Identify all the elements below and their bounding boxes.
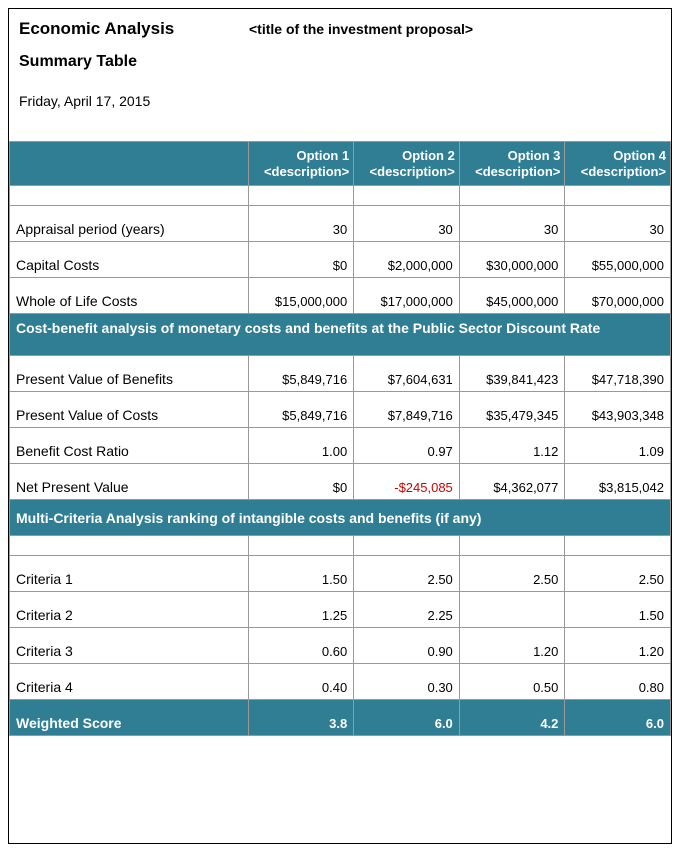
table-row: Benefit Cost Ratio1.000.971.121.09 [10, 428, 671, 464]
header-option-1: Option 1 <description> [248, 142, 354, 186]
cell: $7,849,716 [354, 392, 460, 428]
table-row: Present Value of Costs$5,849,716$7,849,7… [10, 392, 671, 428]
date-label: Friday, April 17, 2015 [19, 93, 661, 109]
proposal-title-placeholder: <title of the investment proposal> [249, 21, 473, 37]
cell: $30,000,000 [459, 242, 565, 278]
cell: 30 [565, 206, 671, 242]
cell: $15,000,000 [248, 278, 354, 314]
cell: 0.97 [354, 428, 460, 464]
cell: $0 [248, 464, 354, 500]
cell: $70,000,000 [565, 278, 671, 314]
cell: $55,000,000 [565, 242, 671, 278]
weighted-cell: 6.0 [354, 700, 460, 736]
cell: 0.80 [565, 664, 671, 700]
header-blank [10, 142, 249, 186]
spacer-row [10, 186, 671, 206]
cell: 30 [459, 206, 565, 242]
table-row: Criteria 40.400.300.500.80 [10, 664, 671, 700]
cell: 1.50 [248, 556, 354, 592]
spacer-row [10, 536, 671, 556]
table-header-row: Option 1 <description> Option 2 <descrip… [10, 142, 671, 186]
section-header: Multi-Criteria Analysis ranking of intan… [10, 500, 671, 536]
cell: 0.30 [354, 664, 460, 700]
cell: 0.50 [459, 664, 565, 700]
cell: 2.50 [459, 556, 565, 592]
row-label: Criteria 1 [10, 556, 249, 592]
row-label: Appraisal period (years) [10, 206, 249, 242]
row-label: Net Present Value [10, 464, 249, 500]
cell: 1.12 [459, 428, 565, 464]
row-label: Whole of Life Costs [10, 278, 249, 314]
row-label: Benefit Cost Ratio [10, 428, 249, 464]
section-header: Cost-benefit analysis of monetary costs … [10, 314, 671, 356]
cell: -$245,085 [354, 464, 460, 500]
page-title: Economic Analysis [19, 19, 249, 39]
row-label: Present Value of Benefits [10, 356, 249, 392]
row-label: Criteria 4 [10, 664, 249, 700]
table-row: Net Present Value$0-$245,085$4,362,077$3… [10, 464, 671, 500]
cell: $5,849,716 [248, 392, 354, 428]
subtitle: Summary Table [19, 53, 661, 71]
header-section: Economic Analysis <title of the investme… [9, 9, 671, 141]
cell: $17,000,000 [354, 278, 460, 314]
cell: 1.09 [565, 428, 671, 464]
weighted-cell: 3.8 [248, 700, 354, 736]
cell: 1.20 [459, 628, 565, 664]
cell: $45,000,000 [459, 278, 565, 314]
header-option-2: Option 2 <description> [354, 142, 460, 186]
cell: 0.60 [248, 628, 354, 664]
table-row: Appraisal period (years)30303030 [10, 206, 671, 242]
page-container: Economic Analysis <title of the investme… [8, 8, 672, 844]
cell: 2.25 [354, 592, 460, 628]
cell: 1.50 [565, 592, 671, 628]
weighted-cell: 4.2 [459, 700, 565, 736]
header-option-3: Option 3 <description> [459, 142, 565, 186]
cell: 30 [354, 206, 460, 242]
table-row: Present Value of Benefits$5,849,716$7,60… [10, 356, 671, 392]
weighted-cell: 6.0 [565, 700, 671, 736]
cell: $4,362,077 [459, 464, 565, 500]
table-row: Criteria 21.252.25 1.50 [10, 592, 671, 628]
table-row: Criteria 11.502.502.502.50 [10, 556, 671, 592]
table-row: Whole of Life Costs$15,000,000$17,000,00… [10, 278, 671, 314]
cell: $5,849,716 [248, 356, 354, 392]
cell: $7,604,631 [354, 356, 460, 392]
header-option-4: Option 4 <description> [565, 142, 671, 186]
cell: 0.40 [248, 664, 354, 700]
row-label: Present Value of Costs [10, 392, 249, 428]
row-label: Capital Costs [10, 242, 249, 278]
cell: 1.00 [248, 428, 354, 464]
cell: 30 [248, 206, 354, 242]
row-label: Criteria 3 [10, 628, 249, 664]
table-row: Capital Costs$0$2,000,000$30,000,000$55,… [10, 242, 671, 278]
cell: 1.25 [248, 592, 354, 628]
row-label: Criteria 2 [10, 592, 249, 628]
cell: 2.50 [354, 556, 460, 592]
table-row: Criteria 30.600.901.201.20 [10, 628, 671, 664]
cell: 1.20 [565, 628, 671, 664]
cell: $47,718,390 [565, 356, 671, 392]
cell: $3,815,042 [565, 464, 671, 500]
cell: 0.90 [354, 628, 460, 664]
weighted-score-row: Weighted Score3.86.04.26.0 [10, 700, 671, 736]
cell: $2,000,000 [354, 242, 460, 278]
cell: $39,841,423 [459, 356, 565, 392]
cell: $0 [248, 242, 354, 278]
cell: $35,479,345 [459, 392, 565, 428]
summary-table: Option 1 <description> Option 2 <descrip… [9, 141, 671, 736]
cell: $43,903,348 [565, 392, 671, 428]
cell [459, 592, 565, 628]
weighted-label: Weighted Score [10, 700, 249, 736]
cell: 2.50 [565, 556, 671, 592]
